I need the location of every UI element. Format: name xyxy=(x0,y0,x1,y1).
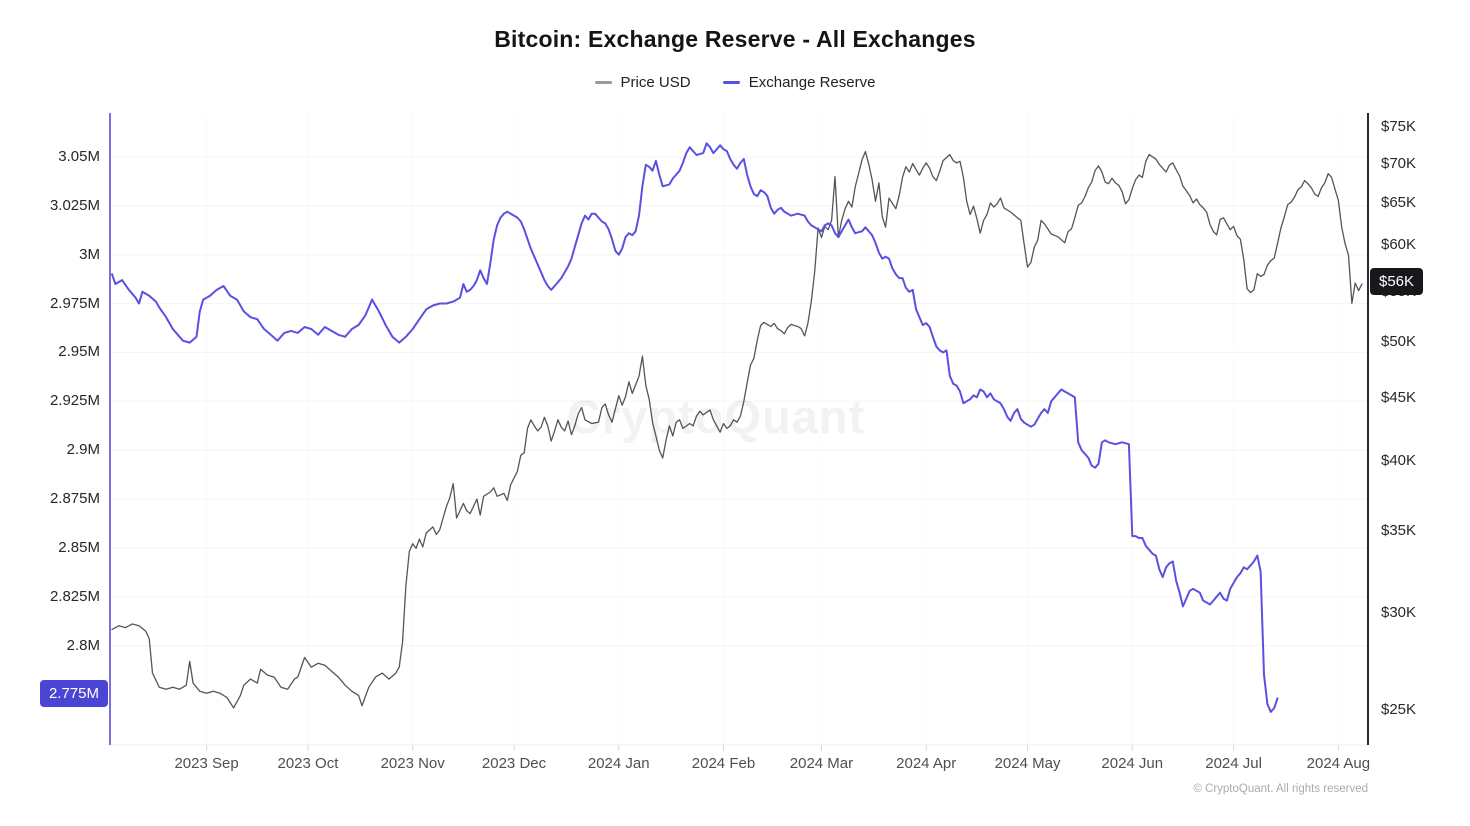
price-tick-label: $45K xyxy=(1381,389,1417,407)
time-tick-label: 2024 Apr xyxy=(896,755,957,772)
time-tick-label: 2024 Jan xyxy=(587,755,650,772)
reserve-tick-label: 2.8M xyxy=(66,636,100,654)
time-tick-label: 2023 Dec xyxy=(481,755,547,772)
time-tick-label: 2023 Oct xyxy=(277,755,339,772)
time-tick-label: 2023 Nov xyxy=(380,755,445,772)
reserve-tick-label: 2.875M xyxy=(49,489,100,507)
reserve-tick-label: 2.825M xyxy=(49,587,100,605)
reserve-tick-label: 3M xyxy=(79,245,100,263)
price-tick-label: $35K xyxy=(1381,522,1417,540)
price-tick-label: $65K xyxy=(1381,193,1417,211)
time-tick-label: 2024 May xyxy=(994,755,1061,772)
price-tick-label: $25K xyxy=(1381,701,1417,719)
price-tick-label: $50K xyxy=(1381,333,1417,351)
reserve-tick-label: 2.925M xyxy=(49,392,100,410)
reserve-line-swatch-icon xyxy=(722,81,740,84)
copyright-note: © CryptoQuant. All rights reserved xyxy=(1193,783,1368,795)
legend-label-price-usd: Price USD xyxy=(620,74,691,91)
time-tick-label: 2024 Aug xyxy=(1306,755,1371,772)
reserve-tick-label: 3.05M xyxy=(58,148,100,165)
price-usd-line xyxy=(111,150,1363,709)
exchange-reserve-line xyxy=(111,142,1279,713)
legend-item-exchange-reserve[interactable]: Exchange Reserve xyxy=(722,74,876,91)
legend-item-price-usd[interactable]: Price USD xyxy=(594,74,691,91)
time-tick-label: 2024 Feb xyxy=(691,755,756,772)
reserve-tick-label: 2.9M xyxy=(66,441,100,459)
price-tick-label: $75K xyxy=(1381,118,1417,135)
price-tick-label: $60K xyxy=(1381,236,1417,254)
reserve-tick-label: 2.85M xyxy=(58,538,100,556)
time-tick-label: 2024 Jul xyxy=(1205,755,1262,772)
reserve-tick-label: 2.975M xyxy=(49,294,100,312)
legend: Price USD Exchange Reserve xyxy=(0,71,1470,91)
time-tick-label: 2024 Mar xyxy=(789,755,854,772)
price-line-swatch-icon xyxy=(594,81,612,84)
chart-title: Bitcoin: Exchange Reserve - All Exchange… xyxy=(494,26,976,52)
price-tick-label: $70K xyxy=(1381,154,1417,172)
time-tick-label: 2023 Sep xyxy=(174,755,239,772)
reserve-tick-label: 2.95M xyxy=(58,343,100,361)
price-tick-label: $40K xyxy=(1381,451,1417,469)
price-current-value-badge: $56K xyxy=(1370,268,1424,296)
reserve-tick-label: 3.025M xyxy=(49,196,100,214)
legend-label-exchange-reserve: Exchange Reserve xyxy=(748,74,876,91)
time-tick-label: 2024 Jun xyxy=(1101,755,1164,772)
price-tick-label: $30K xyxy=(1381,604,1417,622)
reserve-current-value-badge: 2.775M xyxy=(39,680,108,708)
